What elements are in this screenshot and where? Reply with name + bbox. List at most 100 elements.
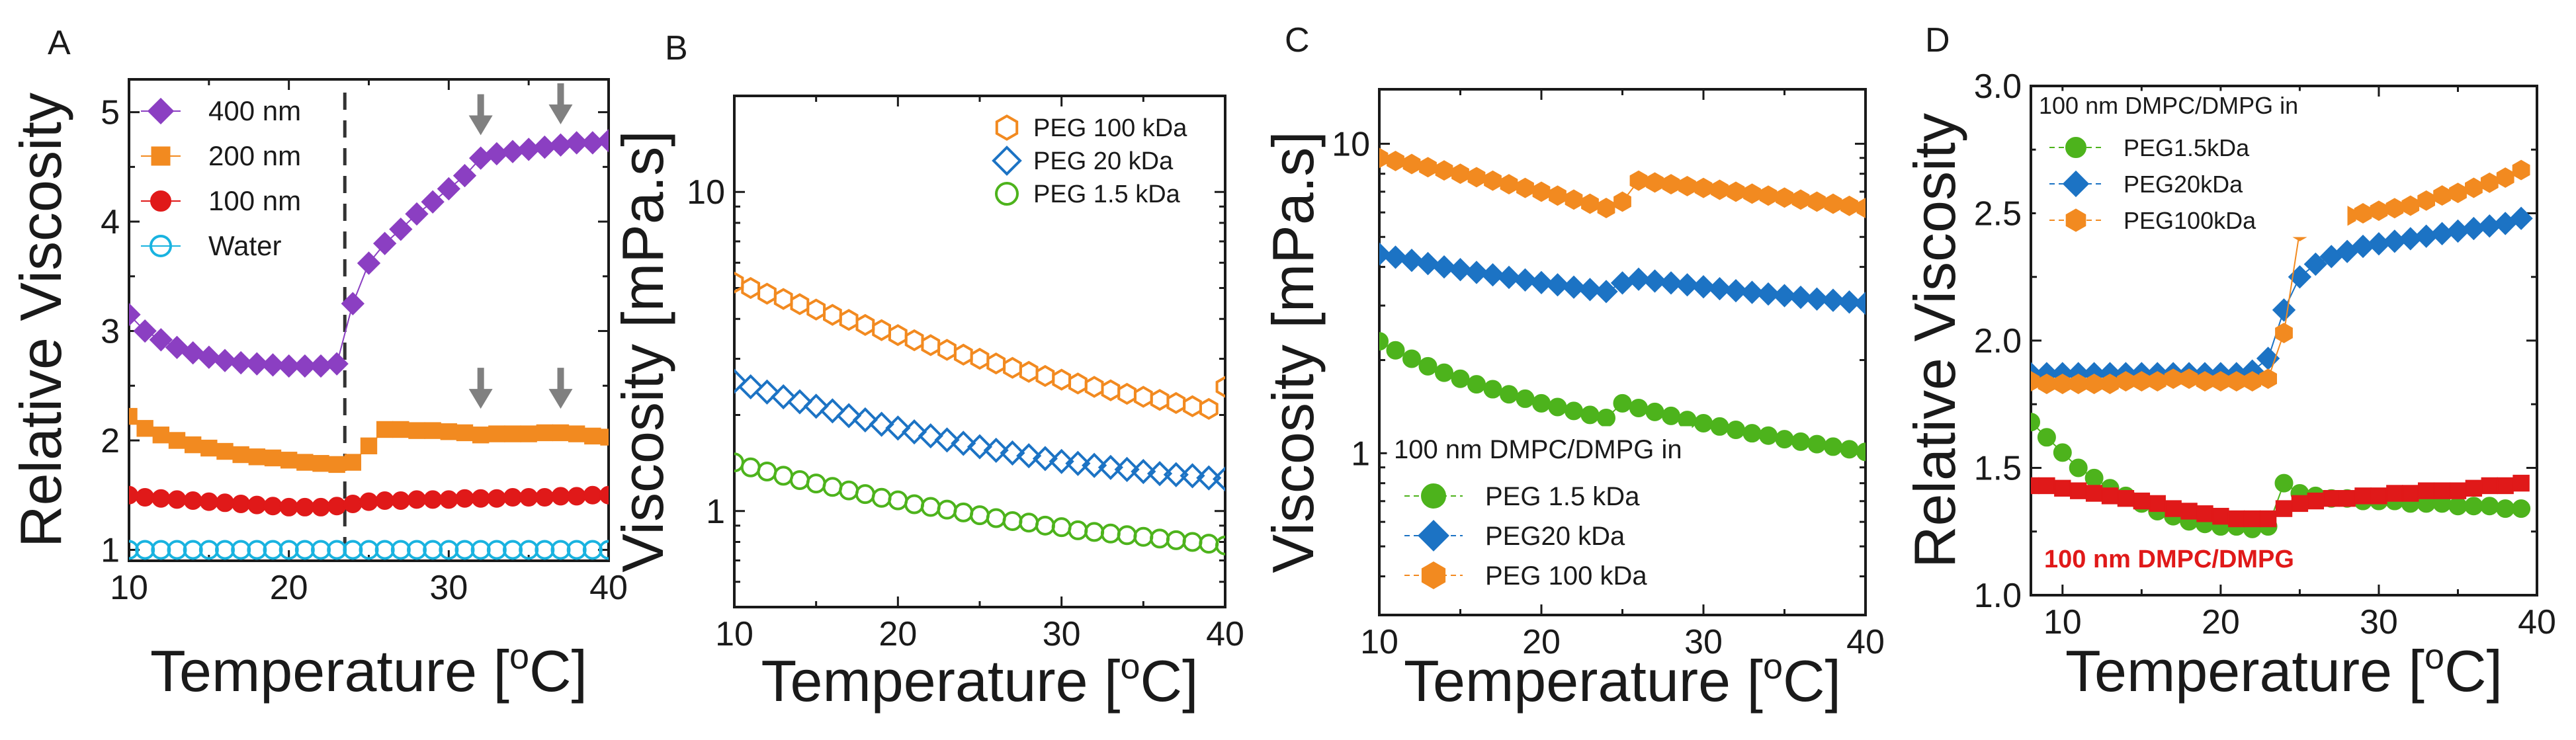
x-tick-label: 30 — [2360, 603, 2398, 641]
data-point — [407, 540, 427, 560]
data-point — [1019, 513, 1039, 533]
legend-title: 100 nm DMPC/DMPG in — [1394, 435, 1682, 464]
data-point — [970, 347, 990, 370]
data-point — [440, 423, 458, 440]
data-point — [1497, 265, 1521, 290]
data-point — [1100, 523, 1121, 544]
data-point — [488, 425, 505, 442]
data-point — [1484, 170, 1502, 191]
data-point — [408, 422, 425, 439]
data-point — [264, 449, 282, 467]
data-point — [567, 487, 586, 506]
legend-item: PEG20kDa — [2049, 170, 2243, 198]
x-axis-label: Temperature [oC] — [150, 637, 587, 704]
y-tick-label: 3.0 — [1974, 67, 2022, 106]
data-point — [437, 177, 460, 201]
data-point — [167, 490, 187, 509]
data-point — [1824, 193, 1842, 214]
data-point — [504, 425, 521, 442]
legend-item: PEG 20 kDa — [992, 145, 1174, 176]
legend-item: Water — [141, 230, 281, 261]
x-tick-label: 10 — [2043, 603, 2082, 641]
data-point — [2069, 458, 2088, 477]
data-point — [1117, 382, 1137, 405]
data-point — [245, 352, 269, 376]
series-400-nm — [129, 128, 609, 378]
data-point — [2323, 490, 2340, 507]
data-point — [1448, 258, 1473, 282]
legend-label: Water — [208, 230, 281, 261]
data-point — [2480, 172, 2499, 193]
data-point — [520, 425, 537, 442]
data-point — [771, 384, 796, 410]
data-point — [343, 494, 363, 513]
data-point — [773, 288, 793, 310]
data-point — [2259, 510, 2277, 528]
data-point — [2069, 374, 2088, 394]
data-point — [822, 477, 843, 497]
data-point — [565, 131, 589, 155]
data-point — [1694, 413, 1713, 432]
data-point — [421, 190, 445, 214]
data-point — [806, 298, 826, 321]
data-point — [423, 490, 443, 509]
data-point — [183, 491, 202, 510]
data-point — [986, 352, 1006, 375]
legend-item: PEG 100 kDa — [1404, 561, 1647, 591]
data-point — [2084, 468, 2104, 487]
panel-letter: A — [48, 24, 71, 62]
data-point — [2031, 477, 2039, 495]
data-point — [152, 427, 170, 444]
legend-marker — [995, 114, 1019, 141]
data-point — [263, 497, 282, 516]
down-arrow-icon — [468, 94, 493, 136]
y-axis-label: Viscosity [mPa.s] — [1260, 131, 1326, 573]
series-peg-1-5-kda — [1379, 332, 1866, 462]
data-point — [1707, 276, 1732, 301]
data-point — [471, 489, 490, 508]
data-point — [2480, 497, 2499, 516]
x-tick-label: 10 — [110, 569, 148, 607]
data-point — [2433, 185, 2451, 206]
legend-item: 200 nm — [141, 140, 301, 171]
y-axis-label: Relative Viscosity — [1902, 113, 1967, 568]
data-point — [1418, 356, 1438, 376]
legend-item: PEG 100 kDa — [995, 114, 1187, 142]
y-tick-label: 1 — [706, 493, 725, 531]
data-point — [519, 488, 538, 507]
data-point — [1451, 163, 1469, 185]
data-point — [1824, 437, 1842, 456]
data-point — [232, 494, 251, 513]
data-point — [734, 271, 744, 294]
data-point — [1759, 426, 1778, 445]
data-point — [970, 505, 990, 526]
data-point — [921, 334, 941, 356]
legend-label: PEG100kDa — [2124, 207, 2256, 234]
data-point — [2339, 490, 2356, 507]
data-point — [470, 540, 491, 560]
data-point — [375, 491, 394, 510]
data-point — [2497, 477, 2514, 495]
data-point — [408, 490, 426, 509]
down-arrow-icon — [548, 368, 573, 409]
plot-area — [129, 128, 609, 560]
data-point — [2085, 485, 2103, 502]
data-point — [2402, 485, 2419, 502]
data-point — [1114, 456, 1140, 482]
data-point — [136, 420, 153, 437]
data-point — [151, 489, 171, 508]
data-point — [535, 488, 554, 507]
data-point — [2496, 499, 2515, 518]
series-200-nm — [129, 407, 609, 473]
data-point — [167, 540, 187, 560]
data-point — [1400, 249, 1424, 272]
data-point — [129, 407, 138, 425]
data-point — [1379, 242, 1391, 266]
data-point — [2038, 477, 2055, 495]
y-tick-label: 10 — [1332, 125, 1370, 163]
data-point — [566, 540, 587, 560]
x-tick-label: 30 — [1043, 615, 1081, 653]
data-point — [1065, 450, 1091, 476]
series-peg-1-5-kda — [734, 452, 1225, 555]
data-point — [599, 485, 609, 505]
